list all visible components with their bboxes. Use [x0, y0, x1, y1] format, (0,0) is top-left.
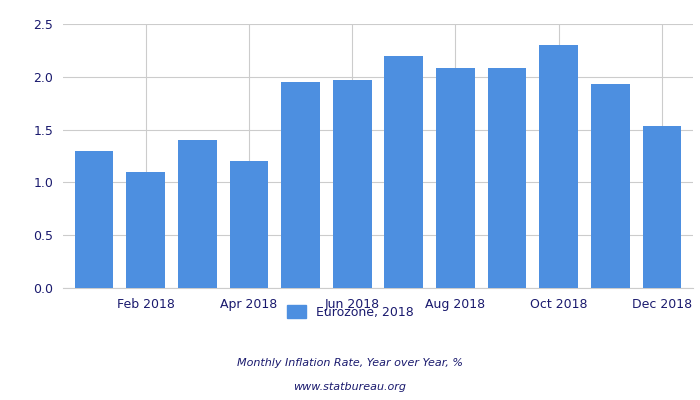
Bar [281, 82, 320, 288]
Bar [488, 68, 526, 288]
Bar [230, 161, 268, 288]
Bar [178, 140, 216, 288]
Bar [126, 172, 165, 288]
Bar [591, 84, 630, 288]
Bar [75, 151, 113, 288]
Bar [643, 126, 681, 288]
Bar [384, 56, 424, 288]
Legend: Eurozone, 2018: Eurozone, 2018 [281, 300, 419, 324]
Bar [332, 80, 372, 288]
Bar [436, 68, 475, 288]
Text: Monthly Inflation Rate, Year over Year, %: Monthly Inflation Rate, Year over Year, … [237, 358, 463, 368]
Text: www.statbureau.org: www.statbureau.org [293, 382, 407, 392]
Bar [540, 45, 578, 288]
